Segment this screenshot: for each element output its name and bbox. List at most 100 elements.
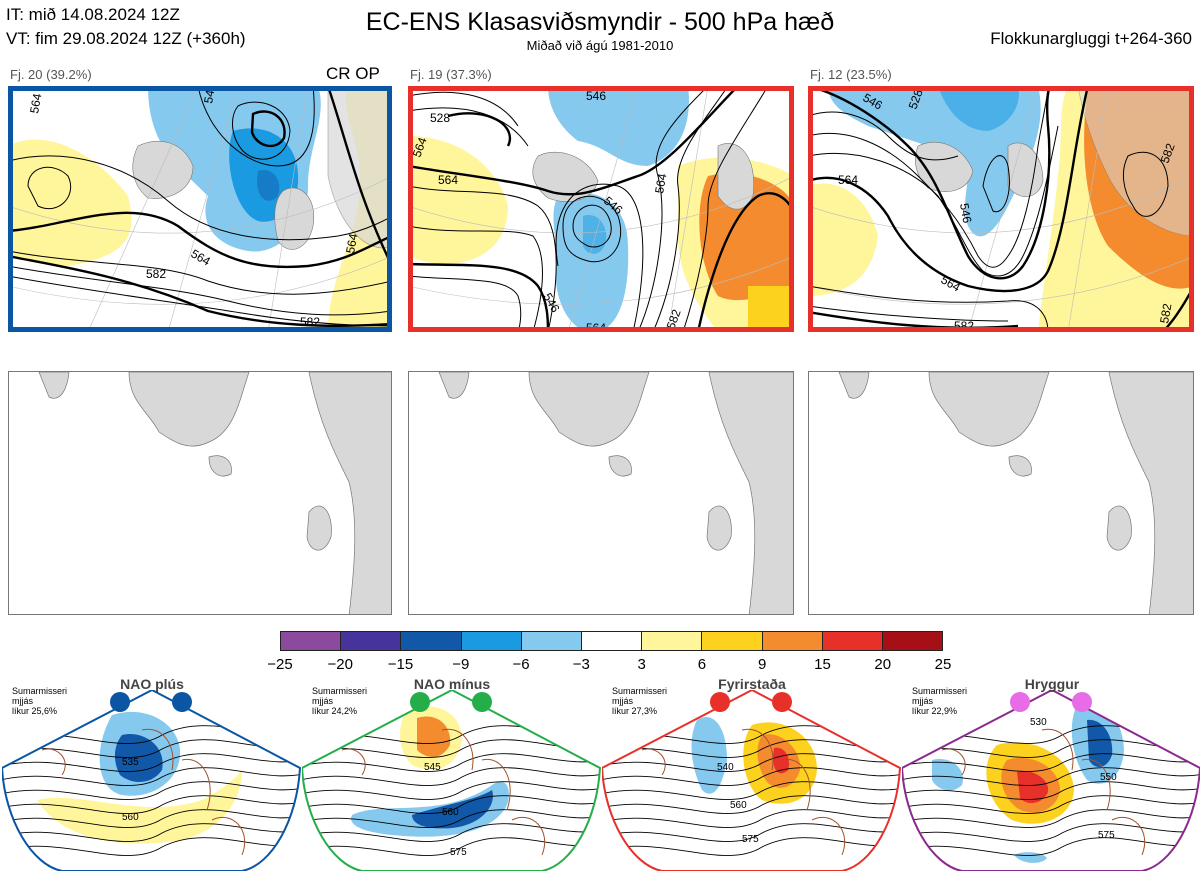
colorbar-tick-label: 15 — [814, 656, 831, 673]
blank-map-3 — [808, 371, 1194, 615]
anomaly-shading — [114, 734, 163, 782]
contour-label: 564 — [27, 92, 44, 114]
contour-label: 582 — [1158, 141, 1178, 165]
contour-label: 564 — [410, 135, 430, 159]
height-contour — [902, 725, 1200, 744]
regime-marker — [1010, 692, 1030, 712]
blank-map-2 — [408, 371, 794, 615]
height-contour — [602, 753, 900, 772]
valid-time: VT: fim 29.08.2024 12Z (+360h) — [6, 29, 246, 48]
regime-info-line: líkur 22,9% — [912, 706, 958, 716]
regime-map: 535 560 — [2, 690, 302, 871]
regime-info: Sumarmisseri mjjás líkur 27,3% — [612, 686, 692, 716]
colorbar-tick-label: 20 — [874, 656, 892, 673]
height-contour — [602, 823, 900, 842]
regime-marker — [172, 692, 192, 712]
colorbar-swatch — [762, 632, 823, 650]
regime-info-line: líkur 25,6% — [12, 706, 58, 716]
anomaly-shading — [1014, 852, 1047, 863]
regime-info: Sumarmisseri mjjás líkur 25,6% — [12, 686, 92, 716]
cluster-3-label: Fj. 12 (23.5%) — [810, 67, 892, 82]
initial-time: IT: mið 14.08.2024 12Z — [6, 5, 180, 24]
height-contour — [902, 753, 1200, 772]
colorbar-swatch — [581, 632, 643, 650]
cluster-map-3: 546 528 564 546 564 582 582 582 — [808, 86, 1194, 332]
cluster-1-tag: CR OP — [326, 64, 380, 83]
colorbar-swatch — [702, 632, 763, 650]
colorbar-swatch — [822, 632, 883, 650]
height-contour — [2, 781, 300, 800]
regime-panel: 545 560 575 NAO mínus Sumarmisseri mjjás líkur… — [302, 676, 602, 871]
height-contour — [902, 781, 1200, 800]
blank-map-1 — [8, 371, 392, 615]
colorbar — [280, 631, 943, 651]
regime-info: Sumarmisseri mjjás líkur 24,2% — [312, 686, 392, 716]
height-contour — [902, 767, 1200, 786]
height-contour — [2, 837, 300, 856]
colorbar-tick-label: −6 — [512, 656, 530, 673]
regime-info-line: Sumarmisseri — [912, 686, 968, 696]
colorbar-swatch — [281, 632, 342, 650]
height-contour — [602, 795, 900, 814]
anomaly-shading — [417, 716, 451, 757]
colorbar-swatch — [642, 632, 703, 650]
contour-label: 528 — [906, 87, 926, 111]
contour-label: 564 — [652, 172, 669, 194]
contour-label: 546 — [957, 202, 974, 224]
regime-marker — [1072, 692, 1092, 712]
regime-contour-label: 540 — [717, 762, 734, 773]
regime-contour-label: 530 — [1030, 717, 1047, 728]
colorbar-tick-label: −15 — [387, 656, 414, 673]
contour-label: 564 — [438, 173, 458, 187]
regime-info-line: mjjás — [12, 696, 34, 706]
regime-info-line: líkur 27,3% — [612, 706, 658, 716]
regime-marker — [472, 692, 492, 712]
colorbar-tick-label: −9 — [452, 656, 470, 673]
cluster-1-label: Fj. 20 (39.2%) — [10, 67, 92, 82]
height-contour — [302, 823, 600, 842]
colorbar-swatch — [882, 632, 943, 650]
height-contour — [302, 795, 600, 814]
contour-label: 582 — [300, 315, 320, 329]
page-title: EC-ENS Klasasviðsmyndir - 500 hPa hæð — [365, 8, 835, 36]
height-contour — [302, 753, 600, 772]
anomaly-shading — [1087, 719, 1113, 767]
colorbar-swatch — [521, 632, 582, 650]
regime-contour-label: 575 — [1098, 830, 1115, 841]
contour-label: 564 — [586, 321, 606, 332]
height-contour — [602, 837, 900, 856]
colorbar-swatch — [341, 632, 402, 650]
height-contour — [2, 795, 300, 814]
regime-contour-label: 575 — [450, 847, 467, 858]
regime-info-line: Sumarmisseri — [612, 686, 668, 696]
cluster-2-label: Fj. 19 (37.3%) — [410, 67, 492, 82]
coastline — [641, 728, 846, 856]
colorbar-tick-label: −25 — [267, 656, 293, 673]
regime-contour-label: 560 — [730, 800, 747, 811]
regime-contour-label: 575 — [742, 834, 759, 845]
regime-marker — [110, 692, 130, 712]
height-contour — [302, 809, 600, 828]
cluster-map-2: 546 528 546 564 564 546 564 582 564 — [408, 86, 794, 332]
height-contour — [602, 809, 900, 828]
regime-panel: 540 560 575 Fyrirstaða Sumarmisseri mjjás líku… — [602, 676, 902, 871]
anomaly-shading — [37, 770, 242, 844]
regime-info-line: mjjás — [612, 696, 634, 706]
colorbar-tick-label: 6 — [697, 656, 707, 673]
regime-map: 540 560 575 — [602, 690, 902, 871]
regime-marker — [772, 692, 792, 712]
anomaly-shading — [932, 759, 963, 791]
clustering-window: Flokkunargluggi t+264-360 — [990, 29, 1192, 48]
coastline — [941, 728, 1146, 856]
regime-map: 545 560 575 — [302, 690, 602, 871]
regime-name: Fyrirstaða — [718, 676, 786, 692]
height-contour — [602, 781, 900, 800]
regime-map: 530 550 575 — [902, 690, 1200, 871]
anomaly-shading — [1017, 771, 1049, 804]
regime-marker — [410, 692, 430, 712]
regime-marker — [710, 692, 730, 712]
page-subtitle: Miðað við ágú 1981-2010 — [526, 38, 674, 53]
height-contour — [302, 781, 600, 800]
anomaly-shading — [773, 747, 790, 774]
height-contour — [902, 795, 1200, 814]
